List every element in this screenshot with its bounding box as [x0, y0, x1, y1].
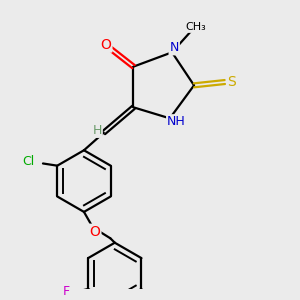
- Text: O: O: [89, 225, 100, 239]
- Text: Cl: Cl: [22, 155, 35, 168]
- Text: H: H: [92, 124, 102, 137]
- Text: CH₃: CH₃: [186, 22, 207, 32]
- Text: S: S: [227, 75, 236, 89]
- Text: N: N: [169, 41, 179, 54]
- Text: F: F: [62, 285, 70, 298]
- Text: NH: NH: [167, 115, 186, 128]
- Text: O: O: [100, 38, 111, 52]
